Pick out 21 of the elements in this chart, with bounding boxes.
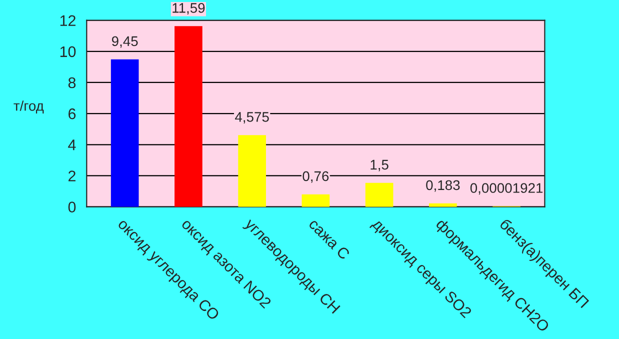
bar (174, 26, 202, 207)
bar (110, 59, 139, 207)
data-label: 11,59 (172, 3, 205, 14)
data-label: 0,183 (426, 180, 460, 192)
bar (238, 135, 266, 207)
data-label: 0,76 (302, 171, 329, 183)
y-tick-label: 8 (68, 77, 76, 88)
y-tick-label: 2 (68, 170, 76, 182)
y-tick-label: 4 (68, 140, 76, 150)
y-tick-label: 6 (68, 108, 76, 120)
data-label: 1,5 (370, 160, 388, 172)
data-label: 0,00001921 (470, 183, 543, 195)
data-label: 4,575 (235, 112, 269, 124)
bar (429, 203, 457, 207)
y-tick-label: 12 (60, 15, 76, 26)
bar (365, 182, 394, 207)
y-axis-title: т/год (14, 100, 44, 114)
y-tick-label: 10 (60, 46, 76, 58)
y-tick-label: 0 (68, 202, 76, 212)
data-label: 9,45 (112, 36, 138, 48)
bar (302, 194, 330, 207)
